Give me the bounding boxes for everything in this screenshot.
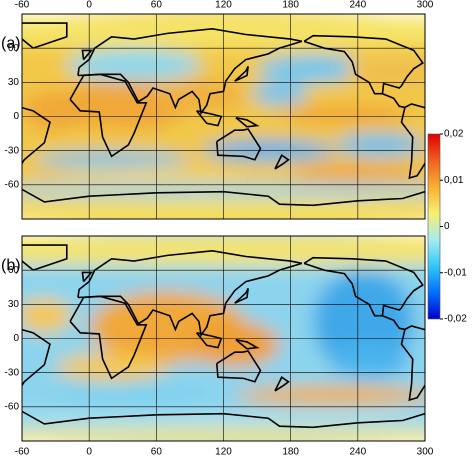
coastline — [234, 288, 249, 304]
x-tick-label: -60 — [15, 0, 30, 11]
y-tick-label: 0 — [13, 111, 19, 122]
colorbar-tick-label: 0,02 — [444, 129, 464, 140]
coastline — [274, 376, 290, 392]
x-tick-label: 60 — [151, 447, 163, 458]
y-tick-label: -30 — [5, 145, 20, 156]
x-tick-label: 240 — [349, 447, 366, 458]
coastline — [382, 314, 425, 402]
coastline — [22, 328, 51, 387]
y-tick-label: -60 — [5, 401, 20, 412]
y-tick-label: 60 — [8, 265, 20, 276]
coastline — [22, 106, 51, 165]
x-tick-label: 0 — [86, 0, 92, 11]
coastline — [196, 332, 223, 349]
coastline — [274, 154, 290, 170]
coastline — [234, 66, 249, 82]
coastline — [22, 410, 425, 429]
x-tick-label: 180 — [282, 447, 299, 458]
panel-label: (a) — [1, 35, 21, 52]
coastline — [215, 350, 262, 383]
colorbar-tick-label: 0 — [444, 221, 450, 232]
y-tick-label: -60 — [5, 179, 20, 190]
coastline — [215, 128, 262, 161]
panel-label: (b) — [1, 257, 21, 274]
y-tick-label: 30 — [8, 77, 20, 88]
y-tick-label: -30 — [5, 367, 20, 378]
x-tick-label: 300 — [417, 447, 434, 458]
coastline — [22, 22, 68, 49]
y-tick-label: 0 — [13, 333, 19, 344]
coastline — [22, 244, 68, 271]
coastline — [22, 188, 425, 207]
x-tick-label: 120 — [215, 447, 232, 458]
coastline — [81, 271, 94, 283]
y-tick-label: 30 — [8, 299, 20, 310]
coastline — [235, 116, 260, 128]
coastline — [81, 49, 94, 61]
colorbar-tick-label: 0,01 — [444, 175, 464, 186]
x-tick-label: 0 — [86, 447, 92, 458]
colorbar — [427, 133, 441, 320]
coastline — [303, 256, 424, 317]
coastline — [77, 249, 303, 338]
field — [22, 14, 425, 219]
x-tick-label: 180 — [282, 0, 299, 11]
x-tick-label: -60 — [15, 447, 30, 458]
panel-frame — [21, 13, 426, 220]
coastline — [303, 34, 424, 95]
x-tick-label: 120 — [215, 0, 232, 11]
panel-frame — [21, 235, 426, 442]
coastline — [196, 110, 223, 127]
coastline — [77, 27, 303, 116]
map-panel — [22, 14, 425, 219]
x-tick-label: 300 — [417, 0, 434, 11]
colorbar-tick-label: -0,02 — [444, 314, 467, 325]
coastline — [382, 92, 425, 180]
y-tick-label: 60 — [8, 43, 20, 54]
x-tick-label: 240 — [349, 0, 366, 11]
coastline — [235, 338, 260, 350]
x-tick-label: 60 — [151, 0, 163, 11]
colorbar-tick-label: -0,01 — [444, 267, 467, 278]
